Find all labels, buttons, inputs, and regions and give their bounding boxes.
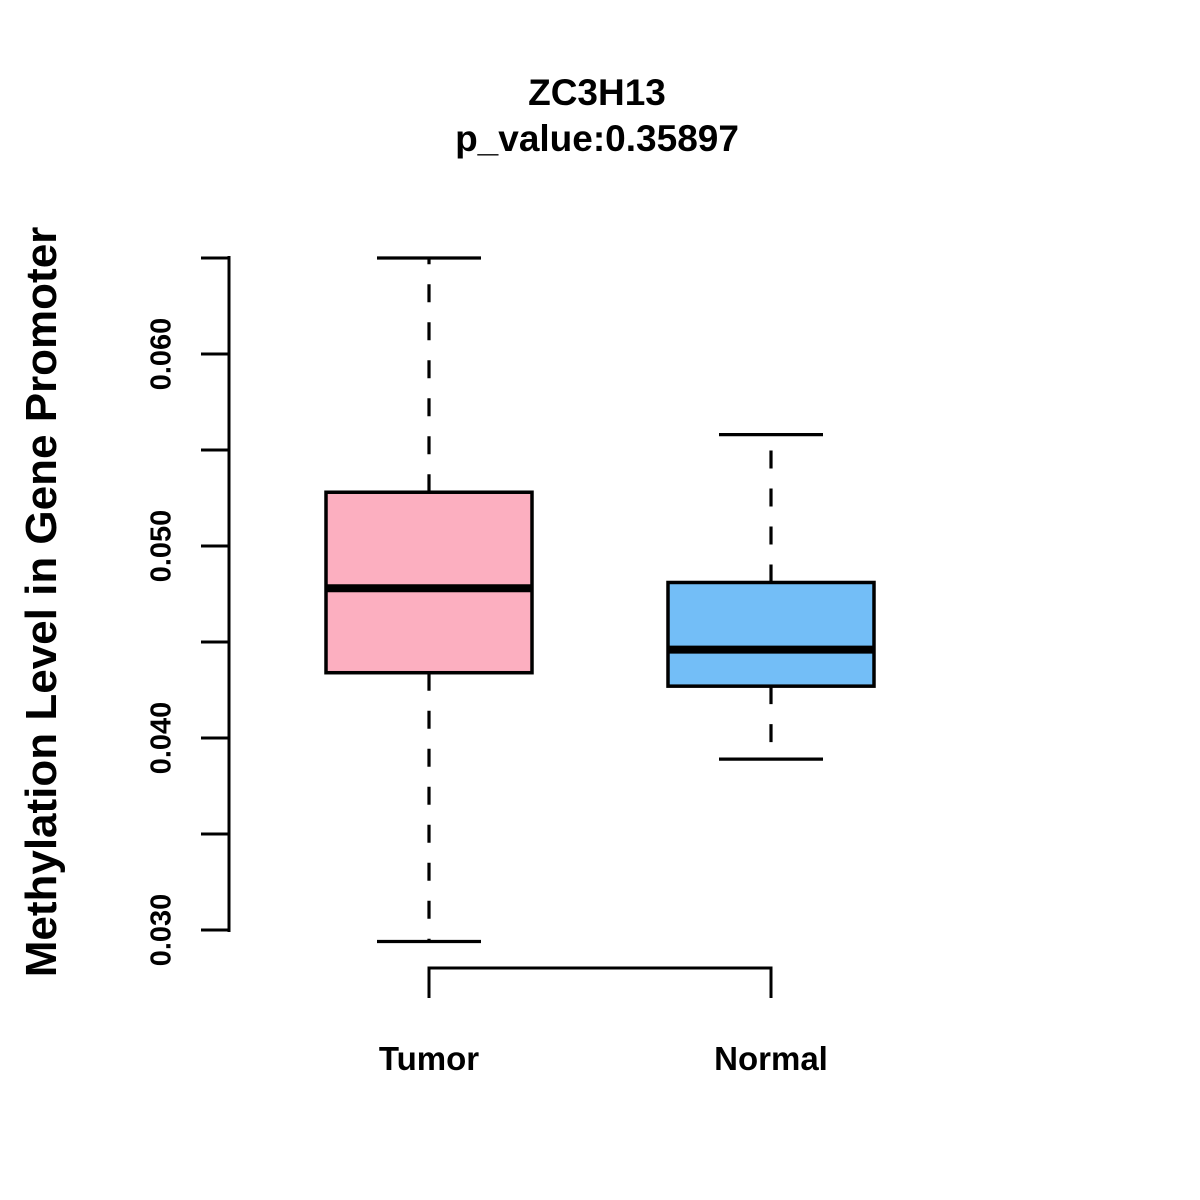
chart-subtitle: p_value:0.35897 — [455, 118, 739, 159]
x-axis-label-normal: Normal — [714, 1040, 828, 1077]
y-axis-tick-label: 0.040 — [146, 702, 178, 775]
y-axis-tick-label: 0.030 — [146, 894, 178, 967]
y-axis-tick-label: 0.050 — [146, 510, 178, 583]
normal-box — [666, 580, 876, 688]
y-axis-label: Methylation Level in Gene Promoter — [17, 226, 66, 978]
chart-title: ZC3H13 — [528, 72, 666, 113]
x-axis-label-tumor: Tumor — [379, 1040, 479, 1077]
chart-title-block: ZC3H13 p_value:0.35897 — [0, 70, 1194, 162]
x-axis-bracket — [427, 966, 773, 998]
y-axis-tick-label: 0.060 — [146, 318, 178, 391]
tumor-box — [324, 490, 534, 675]
